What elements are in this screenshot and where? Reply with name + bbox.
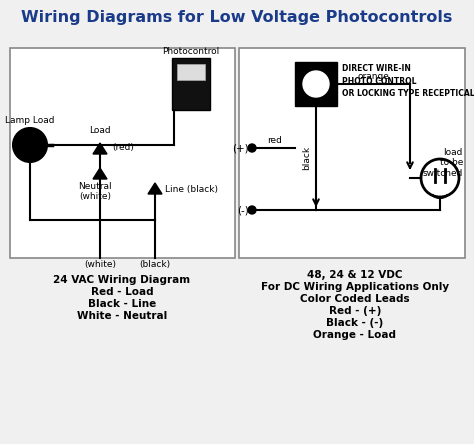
Bar bbox=[295, 62, 337, 106]
Text: Neutral
(white): Neutral (white) bbox=[78, 182, 112, 202]
Text: Photocontrol: Photocontrol bbox=[163, 47, 219, 56]
Text: (black): (black) bbox=[139, 260, 171, 269]
Text: (white): (white) bbox=[84, 260, 116, 269]
Bar bbox=[172, 58, 210, 110]
Text: Black - (-): Black - (-) bbox=[327, 318, 383, 328]
Text: (red): (red) bbox=[112, 143, 134, 151]
Bar bbox=[10, 48, 235, 258]
Text: (+): (+) bbox=[232, 143, 249, 153]
Text: red: red bbox=[267, 136, 283, 145]
Text: Black - Line: Black - Line bbox=[88, 299, 156, 309]
Text: 24 VAC Wiring Diagram: 24 VAC Wiring Diagram bbox=[54, 275, 191, 285]
Circle shape bbox=[248, 144, 256, 152]
Text: black: black bbox=[302, 146, 311, 170]
Text: Orange - Load: Orange - Load bbox=[313, 330, 396, 340]
Bar bbox=[177, 64, 205, 80]
Circle shape bbox=[303, 71, 329, 97]
Text: (-): (-) bbox=[237, 205, 249, 215]
Polygon shape bbox=[93, 168, 107, 179]
Text: Lamp Load: Lamp Load bbox=[5, 116, 55, 125]
Polygon shape bbox=[93, 143, 107, 154]
Text: DIRECT WIRE-IN
PHOTO CONTROL
OR LOCKING TYPE RECEPTICAL: DIRECT WIRE-IN PHOTO CONTROL OR LOCKING … bbox=[342, 64, 474, 98]
Text: Red - (+): Red - (+) bbox=[329, 306, 381, 316]
Text: orange: orange bbox=[357, 72, 389, 81]
Text: Load: Load bbox=[89, 126, 111, 135]
Text: Color Coded Leads: Color Coded Leads bbox=[300, 294, 410, 304]
Circle shape bbox=[421, 159, 459, 197]
Text: White - Neutral: White - Neutral bbox=[77, 311, 167, 321]
Text: Wiring Diagrams for Low Voltage Photocontrols: Wiring Diagrams for Low Voltage Photocon… bbox=[21, 10, 453, 25]
Text: Line (black): Line (black) bbox=[165, 185, 218, 194]
Circle shape bbox=[248, 206, 256, 214]
Text: 48, 24 & 12 VDC: 48, 24 & 12 VDC bbox=[307, 270, 403, 280]
Text: For DC Wiring Applications Only: For DC Wiring Applications Only bbox=[261, 282, 449, 292]
Polygon shape bbox=[148, 183, 162, 194]
Text: load
to be
switched: load to be switched bbox=[423, 148, 463, 178]
Circle shape bbox=[13, 128, 47, 162]
Text: Red - Load: Red - Load bbox=[91, 287, 153, 297]
Bar bbox=[239, 48, 465, 258]
